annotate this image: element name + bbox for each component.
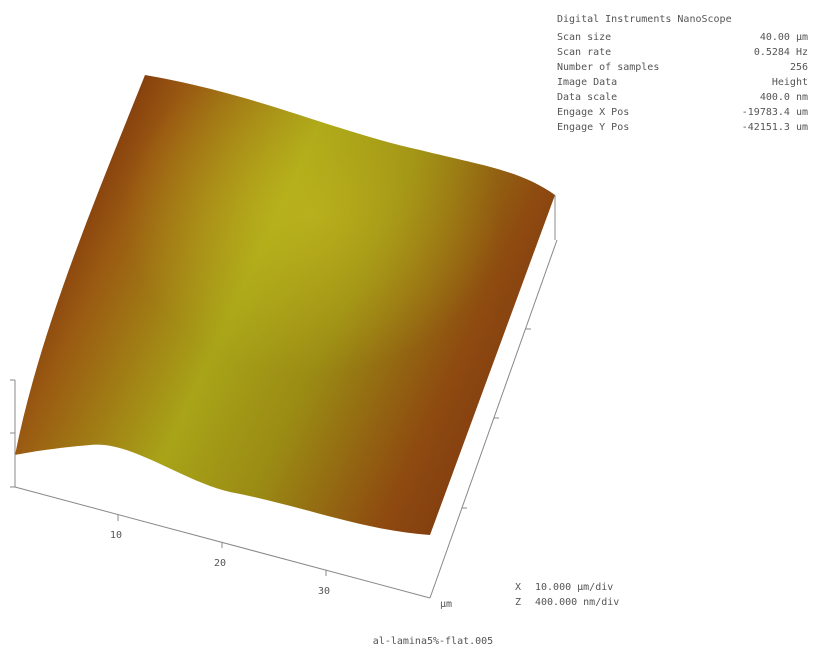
info-panel: Digital Instruments NanoScope Scan size 4… <box>557 14 808 133</box>
info-value: 400.0 nm <box>760 92 808 103</box>
info-value: Height <box>772 77 808 88</box>
info-value: -42151.3 um <box>742 122 808 133</box>
info-key: Engage X Pos <box>557 107 629 118</box>
axis-unit: µm <box>440 599 452 610</box>
info-title: Digital Instruments NanoScope <box>557 14 732 25</box>
info-value: 0.5284 Hz <box>754 47 808 58</box>
info-value: 40.00 µm <box>760 32 808 43</box>
info-key: Data scale <box>557 92 617 103</box>
scale-label: 400.000 nm/div <box>535 597 619 608</box>
info-value: 256 <box>790 62 808 73</box>
filename: al-lamina5%-flat.005 <box>373 636 493 647</box>
info-key: Scan rate <box>557 47 611 58</box>
info-key: Image Data <box>557 77 617 88</box>
axes <box>10 195 558 599</box>
axis-tick: 20 <box>214 558 226 569</box>
scale-label: 10.000 µm/div <box>535 582 613 593</box>
info-key: Number of samples <box>557 62 659 73</box>
info-key: Engage Y Pos <box>557 122 629 133</box>
info-key: Scan size <box>557 32 611 43</box>
info-value: -19783.4 um <box>742 107 808 118</box>
surface <box>15 75 555 535</box>
axis-tick: 30 <box>318 586 330 597</box>
scale-axis: X <box>515 582 521 593</box>
axis-tick: 10 <box>110 530 122 541</box>
scale-axis: Z <box>515 597 521 608</box>
